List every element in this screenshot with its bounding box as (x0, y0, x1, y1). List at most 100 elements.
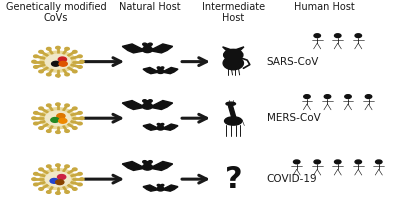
Circle shape (46, 165, 51, 168)
Text: MERS-CoV: MERS-CoV (267, 113, 321, 123)
Circle shape (304, 95, 310, 99)
Polygon shape (143, 67, 160, 74)
Polygon shape (122, 161, 148, 170)
Circle shape (65, 165, 69, 168)
Text: ?: ? (224, 165, 242, 194)
Polygon shape (228, 106, 236, 117)
Circle shape (294, 160, 300, 164)
Circle shape (40, 51, 76, 72)
Text: SARS-CoV: SARS-CoV (267, 57, 319, 67)
Ellipse shape (223, 57, 244, 70)
Circle shape (161, 184, 164, 186)
Circle shape (56, 180, 64, 185)
Circle shape (32, 178, 36, 180)
Circle shape (52, 61, 60, 66)
Circle shape (32, 117, 36, 120)
Circle shape (72, 127, 77, 129)
Text: Natural Host: Natural Host (118, 2, 180, 12)
Circle shape (324, 95, 331, 99)
Polygon shape (122, 101, 148, 110)
Circle shape (56, 74, 60, 77)
Polygon shape (122, 44, 148, 53)
Circle shape (39, 70, 43, 73)
Circle shape (143, 100, 147, 102)
Circle shape (72, 168, 77, 171)
Circle shape (56, 164, 60, 166)
Circle shape (72, 50, 77, 53)
Circle shape (39, 188, 43, 190)
Circle shape (144, 162, 151, 166)
Circle shape (40, 108, 76, 129)
Circle shape (157, 184, 160, 186)
Ellipse shape (224, 117, 242, 125)
Circle shape (34, 55, 38, 58)
Circle shape (56, 103, 60, 106)
Circle shape (57, 114, 65, 118)
Text: COVID-19: COVID-19 (267, 174, 318, 184)
Circle shape (365, 95, 372, 99)
Circle shape (157, 187, 164, 191)
Circle shape (50, 178, 58, 183)
Circle shape (148, 43, 152, 45)
Circle shape (46, 104, 51, 107)
Circle shape (65, 48, 69, 50)
Circle shape (34, 66, 38, 68)
Polygon shape (143, 124, 160, 130)
Circle shape (40, 169, 76, 190)
Circle shape (314, 34, 320, 37)
Circle shape (45, 111, 70, 125)
Circle shape (39, 107, 43, 110)
Ellipse shape (226, 102, 236, 105)
Circle shape (56, 46, 60, 49)
Circle shape (80, 117, 84, 120)
Circle shape (143, 161, 147, 163)
Circle shape (224, 49, 243, 61)
Circle shape (157, 67, 160, 69)
Circle shape (355, 160, 362, 164)
Circle shape (46, 73, 51, 76)
Circle shape (78, 55, 82, 58)
Circle shape (65, 104, 69, 107)
Circle shape (65, 191, 69, 193)
Circle shape (78, 111, 82, 114)
Circle shape (157, 69, 164, 73)
Circle shape (72, 70, 77, 73)
Circle shape (39, 50, 43, 53)
Circle shape (46, 48, 51, 50)
Circle shape (80, 178, 84, 180)
Circle shape (161, 67, 164, 69)
Circle shape (46, 191, 51, 193)
Polygon shape (160, 185, 178, 191)
Circle shape (34, 183, 38, 186)
Circle shape (143, 43, 147, 45)
Circle shape (158, 185, 163, 188)
Circle shape (161, 124, 164, 125)
Circle shape (142, 164, 152, 170)
Circle shape (39, 168, 43, 171)
Circle shape (46, 130, 51, 132)
Polygon shape (143, 185, 160, 191)
Circle shape (72, 188, 77, 190)
Circle shape (58, 57, 66, 62)
Circle shape (58, 175, 66, 179)
Polygon shape (160, 67, 178, 74)
Circle shape (78, 122, 82, 125)
Circle shape (34, 122, 38, 125)
Polygon shape (160, 124, 178, 130)
Circle shape (56, 131, 60, 133)
Circle shape (157, 126, 164, 130)
Text: Intermediate
Host: Intermediate Host (202, 2, 265, 23)
Polygon shape (148, 44, 173, 53)
Circle shape (334, 34, 341, 37)
Circle shape (59, 61, 67, 66)
Circle shape (45, 54, 70, 69)
Polygon shape (148, 101, 173, 110)
Circle shape (142, 103, 152, 109)
Circle shape (158, 124, 163, 127)
Text: Human Host: Human Host (294, 2, 355, 12)
Circle shape (51, 118, 59, 122)
Circle shape (158, 68, 163, 70)
Circle shape (148, 161, 152, 163)
Circle shape (34, 173, 38, 175)
Circle shape (32, 60, 36, 63)
